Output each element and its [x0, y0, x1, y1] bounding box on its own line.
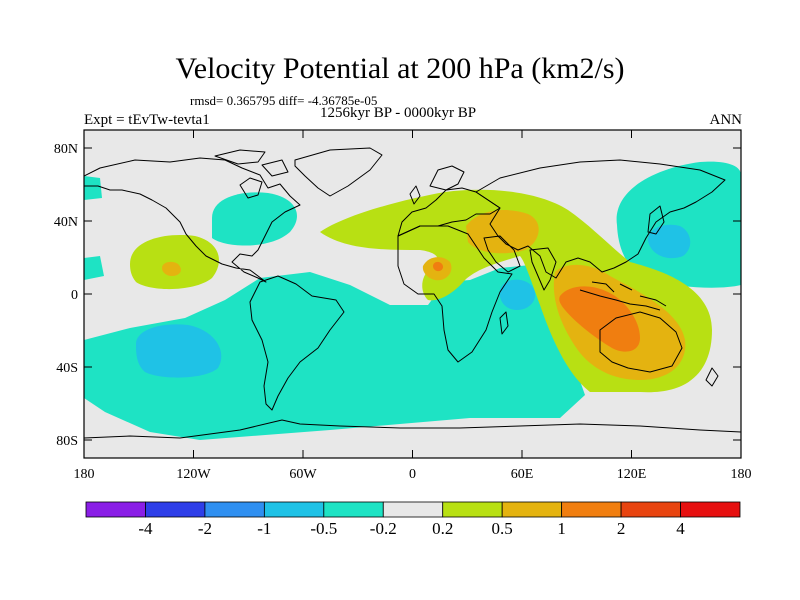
- longitude-labels: 180 120W 60W 0 60E 120E 180: [74, 467, 752, 482]
- coast-asia: [475, 159, 726, 279]
- lon-label: 60E: [511, 467, 534, 482]
- contour-south-pacific-min: [135, 324, 222, 378]
- colorbar-swatch: [680, 501, 741, 518]
- coast-scandinavia: [429, 165, 465, 191]
- axis-tick-marks: [83, 130, 742, 458]
- season-label: ANN: [709, 112, 743, 128]
- coast-japan: [647, 205, 665, 235]
- colorbar-swatch: [85, 501, 146, 518]
- coast-australia: [599, 311, 683, 373]
- lat-label: 40S: [56, 361, 78, 376]
- strong-negative-regions: [135, 224, 691, 378]
- colorbar-label: 2: [617, 519, 626, 538]
- contour-east-africa-min: [499, 279, 536, 310]
- contour-mid-pacific: [130, 235, 219, 290]
- coast-africa: [397, 225, 513, 363]
- colorbar-swatch: [382, 501, 444, 518]
- colorbar-label: -0.2: [370, 519, 397, 538]
- coast-antarctica: [84, 419, 741, 439]
- colorbar-swatch: [442, 501, 503, 518]
- colorbar-swatch: [263, 501, 325, 518]
- experiment-label: Expt = tEvTw-tevta1: [84, 112, 210, 128]
- lon-label: 180: [731, 467, 752, 482]
- coast-south-america: [249, 275, 345, 411]
- colorbar-label: 0.2: [432, 519, 453, 538]
- lat-label: 40N: [54, 215, 78, 230]
- colorbar-label: 1: [557, 519, 566, 538]
- coast-arabia: [483, 235, 521, 273]
- colorbar-label: 4: [676, 519, 685, 538]
- coast-arctic-islands: [214, 149, 289, 177]
- contour-north-america: [212, 192, 297, 246]
- lon-label: 60W: [289, 467, 317, 482]
- colorbar-swatch: [561, 501, 622, 518]
- contour-africa-small-max: [433, 261, 444, 272]
- contour-far-west-edge: [84, 176, 102, 200]
- coastlines: [84, 147, 741, 439]
- lon-label: 120W: [176, 467, 211, 482]
- negative-velocity-potential-regions: [84, 161, 741, 440]
- lon-label: 180: [74, 467, 95, 482]
- contour-japan-min: [648, 224, 691, 259]
- colorbar: [85, 501, 741, 518]
- time-period-label: 1256kyr BP - 0000kyr BP: [320, 105, 477, 121]
- colorbar-swatch: [620, 501, 681, 518]
- colorbar-label: -2: [198, 519, 212, 538]
- coast-india: [529, 247, 557, 291]
- lat-label: 0: [71, 288, 78, 303]
- rmsd-diff-stats: rmsd= 0.365795 diff= -4.36785e-05: [190, 93, 378, 108]
- coast-greenland: [294, 147, 383, 197]
- contour-maritime-continent-max: [559, 286, 640, 352]
- latitude-labels: 80N 40N 0 40S 80S: [54, 142, 78, 449]
- maximum-region: [433, 261, 640, 352]
- colorbar-label: 0.5: [492, 519, 513, 538]
- coast-uk: [409, 185, 421, 205]
- lat-label: 80N: [54, 142, 78, 157]
- colorbar-labels: -4 -2 -1 -0.5 -0.2 0.2 0.5 1 2 4: [138, 519, 685, 538]
- lon-label: 0: [409, 467, 416, 482]
- contour-west-pacific-band: [84, 256, 104, 280]
- contour-south-pacific-atlantic: [84, 265, 585, 440]
- coast-hudson-bay: [239, 177, 263, 199]
- coast-north-america: [84, 157, 301, 283]
- colorbar-swatch: [501, 501, 563, 518]
- colorbar-label: -4: [138, 519, 153, 538]
- colorbar-label: -0.5: [310, 519, 337, 538]
- lon-label: 120E: [617, 467, 647, 482]
- map-plot-area: [84, 130, 741, 458]
- coast-madagascar: [499, 311, 509, 335]
- coast-indonesia: [579, 281, 667, 311]
- coast-new-zealand: [705, 367, 719, 387]
- colorbar-label: -1: [257, 519, 271, 538]
- colorbar-swatch: [145, 501, 206, 518]
- map-title: Velocity Potential at 200 hPa (km2/s): [175, 52, 625, 85]
- lat-label: 80S: [56, 434, 78, 449]
- colorbar-swatch: [323, 501, 384, 518]
- contour-middle-east: [466, 210, 539, 254]
- contour-pacific-small: [162, 261, 181, 276]
- colorbar-swatch: [204, 501, 265, 518]
